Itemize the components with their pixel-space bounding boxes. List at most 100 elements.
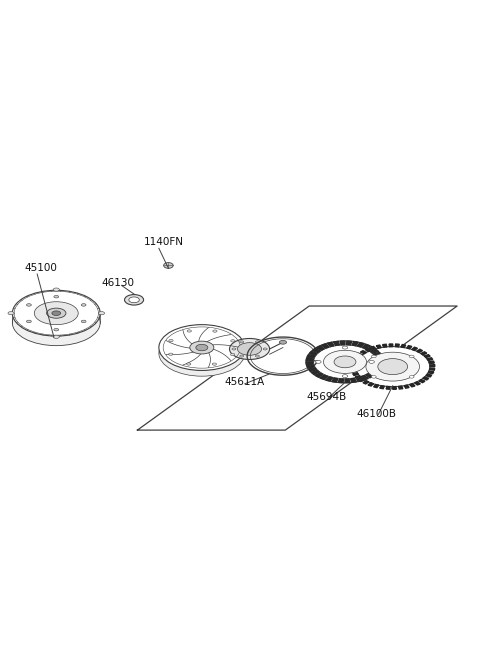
Ellipse shape	[372, 355, 376, 358]
Polygon shape	[386, 386, 390, 389]
Ellipse shape	[263, 348, 267, 350]
Ellipse shape	[164, 263, 173, 269]
Polygon shape	[412, 347, 418, 350]
Ellipse shape	[378, 359, 408, 375]
Polygon shape	[320, 375, 328, 379]
Text: 46100B: 46100B	[357, 409, 397, 419]
Polygon shape	[334, 341, 339, 345]
Ellipse shape	[213, 330, 217, 332]
Polygon shape	[383, 345, 387, 347]
Ellipse shape	[342, 375, 348, 378]
Ellipse shape	[8, 312, 14, 315]
Polygon shape	[380, 386, 384, 388]
Polygon shape	[358, 343, 364, 347]
Polygon shape	[409, 384, 415, 387]
Ellipse shape	[54, 328, 59, 331]
Polygon shape	[377, 359, 384, 362]
Ellipse shape	[306, 341, 384, 383]
Ellipse shape	[409, 375, 414, 378]
Ellipse shape	[324, 350, 367, 373]
Polygon shape	[351, 363, 356, 365]
Polygon shape	[352, 360, 357, 362]
Ellipse shape	[34, 302, 78, 325]
Polygon shape	[423, 377, 429, 380]
Polygon shape	[373, 369, 381, 372]
Ellipse shape	[54, 295, 59, 298]
Polygon shape	[353, 373, 359, 375]
Polygon shape	[315, 373, 323, 377]
Polygon shape	[356, 377, 363, 381]
Polygon shape	[338, 379, 343, 383]
Ellipse shape	[229, 339, 270, 360]
Polygon shape	[359, 379, 365, 381]
Ellipse shape	[53, 288, 60, 291]
Polygon shape	[367, 346, 375, 351]
Ellipse shape	[12, 300, 100, 346]
Text: 45694B: 45694B	[307, 392, 347, 402]
Text: 45100: 45100	[24, 263, 57, 273]
Polygon shape	[404, 385, 409, 388]
Polygon shape	[376, 356, 383, 359]
Polygon shape	[361, 375, 369, 380]
Polygon shape	[345, 379, 350, 383]
Ellipse shape	[240, 355, 244, 357]
Ellipse shape	[190, 341, 214, 354]
Polygon shape	[398, 386, 403, 389]
Polygon shape	[371, 349, 379, 353]
Ellipse shape	[47, 308, 66, 318]
Ellipse shape	[279, 341, 287, 344]
Polygon shape	[417, 349, 422, 352]
Polygon shape	[424, 354, 430, 358]
Polygon shape	[352, 342, 358, 346]
Ellipse shape	[334, 356, 356, 367]
Polygon shape	[317, 346, 324, 350]
Polygon shape	[366, 373, 373, 378]
Ellipse shape	[12, 290, 100, 336]
Polygon shape	[327, 343, 334, 346]
Polygon shape	[357, 353, 362, 356]
Polygon shape	[430, 365, 435, 367]
Polygon shape	[306, 358, 313, 361]
Polygon shape	[312, 348, 321, 352]
Text: 46130: 46130	[102, 278, 134, 288]
Polygon shape	[376, 345, 381, 348]
Ellipse shape	[372, 375, 376, 378]
Ellipse shape	[26, 304, 31, 306]
Ellipse shape	[98, 312, 105, 315]
Polygon shape	[307, 355, 315, 358]
Polygon shape	[350, 379, 357, 383]
Ellipse shape	[169, 339, 173, 342]
Polygon shape	[370, 371, 378, 375]
Polygon shape	[351, 367, 356, 369]
Polygon shape	[396, 344, 399, 347]
Polygon shape	[306, 362, 313, 364]
Ellipse shape	[196, 345, 208, 350]
Polygon shape	[340, 341, 345, 345]
Polygon shape	[415, 382, 420, 385]
Ellipse shape	[81, 304, 86, 306]
Ellipse shape	[231, 340, 235, 342]
Polygon shape	[312, 371, 319, 375]
Polygon shape	[401, 345, 406, 348]
Ellipse shape	[187, 330, 192, 332]
Polygon shape	[351, 370, 357, 372]
Polygon shape	[426, 374, 432, 377]
Polygon shape	[347, 341, 352, 345]
Polygon shape	[429, 361, 434, 364]
Polygon shape	[363, 381, 369, 384]
Ellipse shape	[168, 353, 173, 356]
Polygon shape	[360, 350, 366, 354]
Ellipse shape	[238, 343, 262, 355]
Text: 45611A: 45611A	[225, 377, 265, 386]
Ellipse shape	[159, 325, 245, 371]
Ellipse shape	[255, 355, 259, 357]
Polygon shape	[371, 346, 376, 350]
Polygon shape	[430, 368, 435, 370]
Polygon shape	[325, 377, 333, 381]
Ellipse shape	[124, 295, 144, 305]
Ellipse shape	[26, 320, 31, 323]
Ellipse shape	[187, 363, 191, 365]
Polygon shape	[365, 348, 371, 352]
Ellipse shape	[232, 348, 236, 350]
Ellipse shape	[356, 346, 430, 386]
